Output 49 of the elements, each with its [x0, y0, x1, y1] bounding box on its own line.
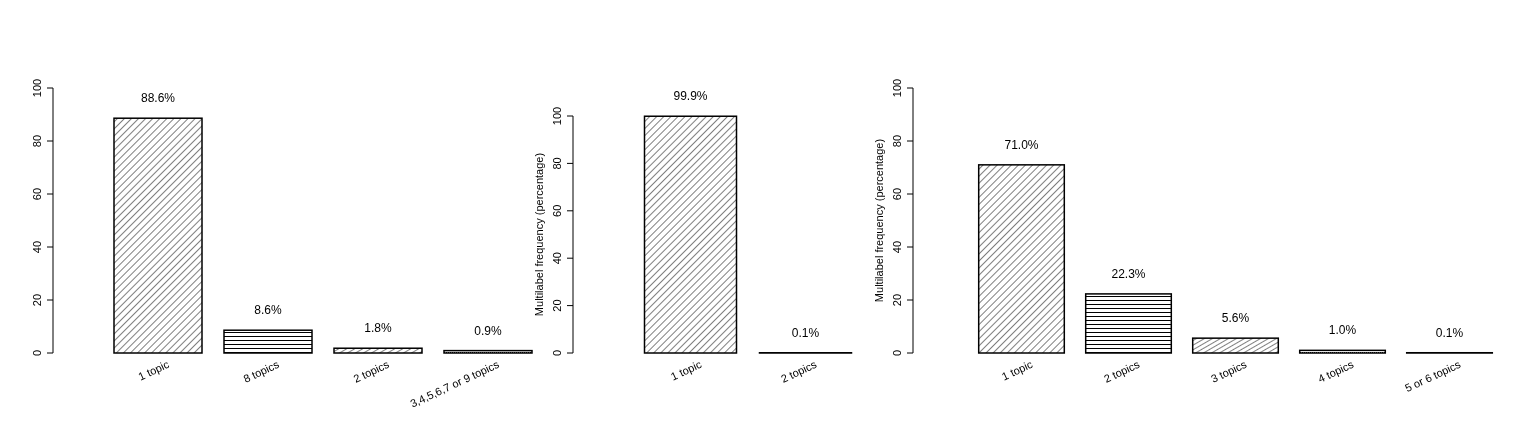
- y-tick-label: 0: [891, 349, 903, 357]
- data-label: 88.6%: [140, 91, 176, 106]
- y-tick-label: 40: [891, 240, 903, 254]
- data-label: 1.0%: [1328, 323, 1357, 338]
- y-axis-title: Multilabel frequency (percentage): [533, 152, 545, 317]
- y-tick-label: 0: [551, 349, 563, 357]
- y-tick-label: 80: [891, 134, 903, 148]
- y-tick-label: 60: [551, 204, 563, 217]
- data-label: 5.6%: [1221, 311, 1250, 326]
- x-tick-label: 2 topics: [1101, 357, 1142, 385]
- data-label: 8.6%: [254, 303, 282, 318]
- x-tick-label: 2 topics: [351, 357, 392, 385]
- y-tick-label: 40: [551, 252, 563, 265]
- data-label: 22.3%: [1111, 266, 1146, 281]
- bar: [1084, 293, 1173, 354]
- x-tick-label: 5 or 6 topics: [1402, 357, 1463, 395]
- bar: [113, 117, 203, 354]
- x-tick-label: 8 topics: [241, 357, 282, 385]
- y-tick-label: 60: [31, 187, 43, 201]
- y-tick-label: 20: [891, 293, 903, 307]
- bar: [977, 164, 1066, 354]
- bar: [443, 349, 533, 354]
- bar: [1191, 337, 1280, 354]
- x-tick-label: 4 topics: [1315, 357, 1356, 385]
- x-tick-label: 1 topic: [668, 357, 704, 383]
- y-tick-label: 20: [551, 299, 563, 312]
- y-tick-label: 0: [31, 349, 43, 357]
- x-tick-label: 1 topic: [136, 357, 172, 383]
- data-label: 71.0%: [1004, 137, 1039, 152]
- data-label: 1.8%: [364, 321, 392, 336]
- bar: [333, 347, 423, 354]
- y-tick-label: 20: [31, 293, 43, 307]
- bar: [1298, 349, 1387, 354]
- x-tick-label: 1 topic: [999, 357, 1035, 383]
- y-tick-label: 40: [31, 240, 43, 254]
- data-label: 0.1%: [1435, 325, 1464, 340]
- y-tick-label: 100: [551, 106, 563, 126]
- y-tick-label: 80: [31, 134, 43, 148]
- y-tick-label: 100: [31, 78, 43, 98]
- data-label: 0.1%: [791, 325, 820, 340]
- data-label: 99.9%: [673, 89, 708, 104]
- data-label: 0.9%: [474, 323, 502, 338]
- bar: [223, 329, 313, 354]
- x-tick-label: 3 topics: [1208, 357, 1249, 385]
- y-tick-label: 100: [891, 78, 903, 98]
- y-axis-title: Multilabel frequency (percentage): [873, 138, 885, 303]
- y-tick-label: 80: [551, 157, 563, 170]
- x-tick-label: 2 topics: [778, 357, 819, 385]
- y-tick-label: 60: [891, 187, 903, 201]
